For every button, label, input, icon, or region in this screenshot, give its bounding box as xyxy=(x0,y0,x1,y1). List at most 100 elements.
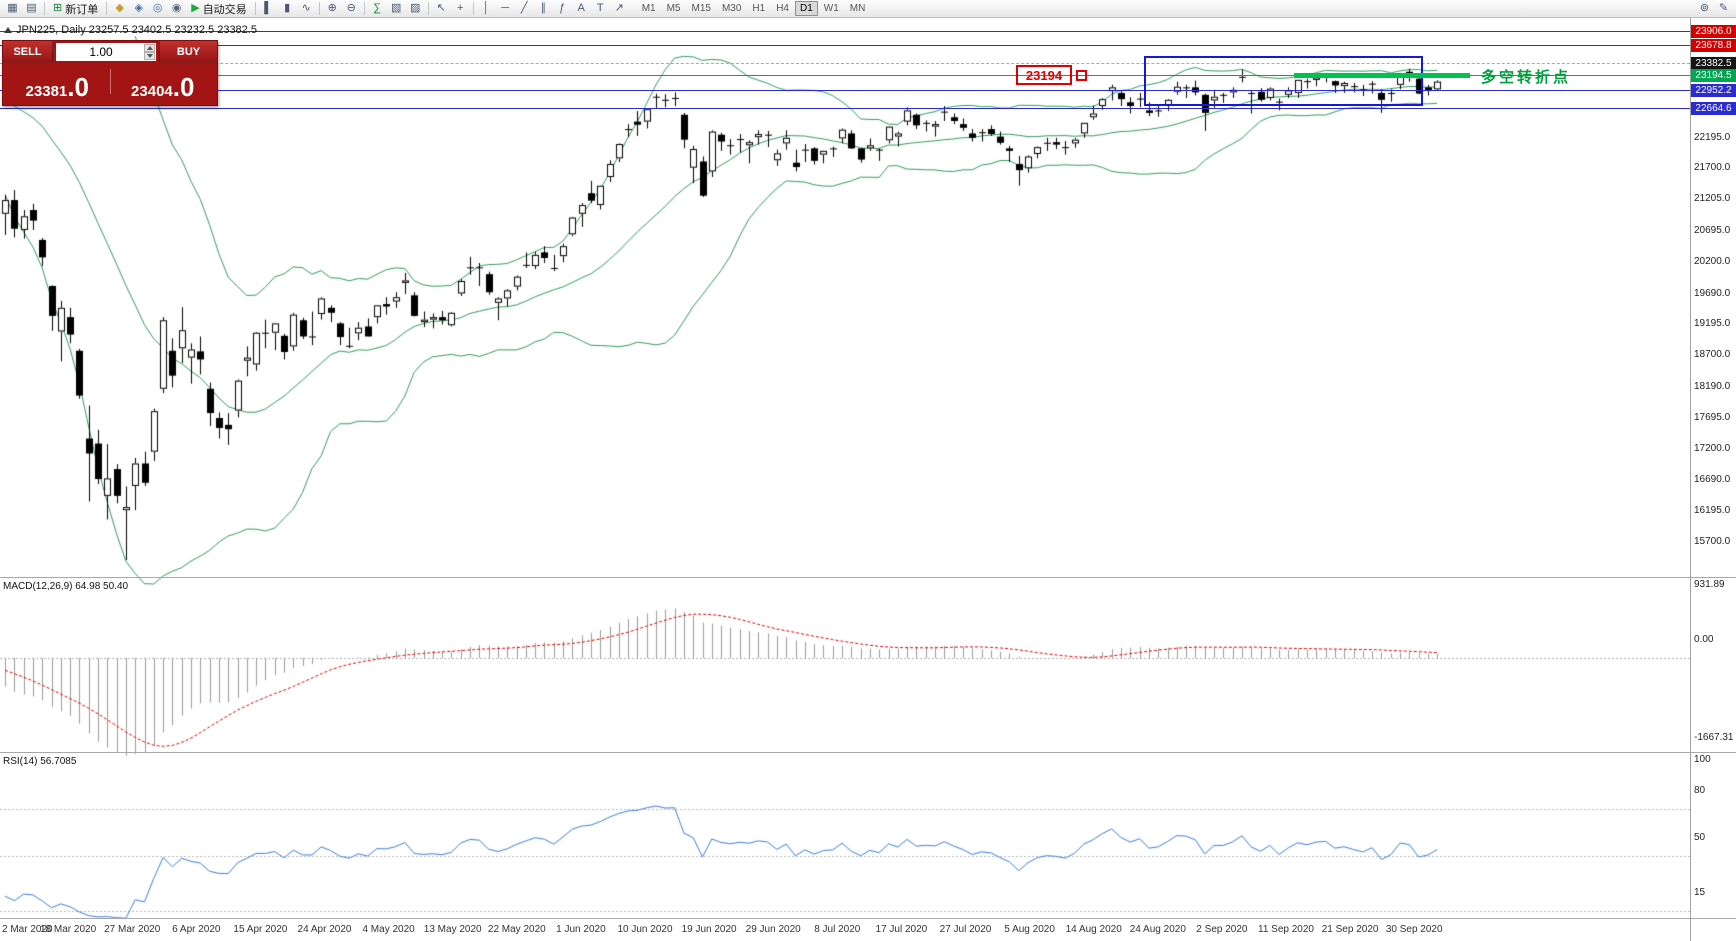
cursor-icon[interactable]: ↖ xyxy=(432,1,451,17)
buy-button[interactable]: BUY xyxy=(159,41,217,63)
templates-icon[interactable]: ▨ xyxy=(406,1,425,17)
line-chart-icon: ∿ xyxy=(301,2,311,14)
timeframe-m15[interactable]: M15 xyxy=(691,3,711,14)
arrows-icon: ↗ xyxy=(614,2,624,14)
vertical-line-icon[interactable]: │ xyxy=(477,1,496,17)
label-icon[interactable]: T xyxy=(591,1,610,17)
chart-canvas[interactable] xyxy=(0,36,1690,941)
profiles-icon[interactable]: ▤ xyxy=(22,1,41,17)
rsi-indicator-label: RSI(14) 56.7085 xyxy=(3,756,77,767)
consolidation-rectangle[interactable] xyxy=(1144,55,1424,107)
timeframe-d1[interactable]: D1 xyxy=(795,1,818,16)
trade-panel-prices: 23381 .0 23404 .0 xyxy=(3,63,217,105)
bar-chart-icon[interactable]: ▌ xyxy=(259,1,278,17)
pane-separator-macd[interactable] xyxy=(0,577,1736,578)
timeframe-h1[interactable]: H1 xyxy=(752,3,766,14)
chart-marker-icon xyxy=(4,27,12,33)
candlestick-chart-icon[interactable]: ▮ xyxy=(278,1,297,17)
toolbar-separator xyxy=(318,2,320,15)
price-scale-border xyxy=(1690,18,1691,941)
volume-increase-button[interactable] xyxy=(144,44,155,52)
autotrading-button[interactable]: ▶ 自动交易 xyxy=(186,1,251,17)
horizontal-line-icon: ─ xyxy=(501,2,510,14)
periods-icon[interactable]: ▧ xyxy=(387,1,406,17)
arrows-icon[interactable]: ↗ xyxy=(610,1,629,17)
templates-icon: ▨ xyxy=(409,2,421,14)
zoom-in-icon: ⊕ xyxy=(327,2,337,14)
timeframe-h4[interactable]: H4 xyxy=(776,3,789,14)
sell-button[interactable]: SELL xyxy=(3,41,53,63)
new-order-button[interactable]: ⊞ 新订单 xyxy=(48,1,103,17)
strategy-tester-icon[interactable]: ◉ xyxy=(167,1,186,17)
timeframe-m1[interactable]: M1 xyxy=(641,3,656,14)
line-chart-icon[interactable]: ∿ xyxy=(297,1,316,17)
quick-draw-icon: ✎ xyxy=(1718,2,1729,14)
turning-point-line[interactable] xyxy=(1293,72,1470,78)
crosshair-icon[interactable]: + xyxy=(451,1,470,17)
timeframe-mn[interactable]: MN xyxy=(849,3,866,14)
toolbar-separator xyxy=(254,2,256,15)
text-icon: A xyxy=(577,2,585,14)
vertical-line-icon: │ xyxy=(482,2,490,14)
volume-input[interactable] xyxy=(56,44,156,60)
zoom-out-icon[interactable]: ⊖ xyxy=(342,1,361,17)
price-tag-annotation[interactable]: 23194 xyxy=(1016,65,1072,86)
pane-separator-timescale xyxy=(0,918,1736,919)
volume-field xyxy=(56,43,156,61)
strategy-tester-icon: ◉ xyxy=(171,2,182,14)
timeframe-m30[interactable]: M30 xyxy=(721,3,742,14)
pane-separator-rsi[interactable] xyxy=(0,752,1736,753)
chart-window xyxy=(0,18,1736,941)
data-window-icon[interactable]: ◎ xyxy=(148,1,167,17)
new-chart-icon[interactable]: ▦ xyxy=(3,1,22,17)
search-icon[interactable]: ⊚ xyxy=(1695,1,1714,17)
price-divider xyxy=(109,69,111,94)
chart-ohlc-header: JPN225, Daily 23257.5 23402.5 23232.5 23… xyxy=(4,24,257,36)
zoom-out-icon: ⊖ xyxy=(346,2,356,14)
cursor-icon: ↖ xyxy=(436,2,446,14)
label-icon: T xyxy=(596,2,604,14)
timeframe-w1[interactable]: W1 xyxy=(823,3,839,14)
quick-draw-icon[interactable]: ✎ xyxy=(1714,1,1733,17)
crosshair-icon: + xyxy=(456,2,464,14)
channel-icon[interactable]: ∥ xyxy=(534,1,553,17)
zoom-in-icon[interactable]: ⊕ xyxy=(323,1,342,17)
expert-advisors-icon[interactable]: ◆ xyxy=(110,1,129,17)
toolbar-separator xyxy=(106,2,108,15)
timeframe-switcher: M1 M5 M15 M30 H1 H4 D1 W1 MN xyxy=(637,1,871,16)
indicators-icon: ∑ xyxy=(373,2,382,14)
fibonacci-icon[interactable]: ƒ xyxy=(553,1,572,17)
text-icon[interactable]: A xyxy=(572,1,591,17)
volume-spinner xyxy=(144,44,155,60)
channel-icon: ∥ xyxy=(540,2,546,14)
timeframe-m5[interactable]: M5 xyxy=(666,3,681,14)
turning-point-label[interactable]: 多空转折点 xyxy=(1481,69,1572,87)
trendline-icon[interactable]: ╱ xyxy=(515,1,534,17)
buy-price-dec: .0 xyxy=(172,72,195,102)
bar-chart-icon: ▌ xyxy=(264,2,273,14)
market-watch-icon: ◈ xyxy=(134,2,143,14)
fibonacci-icon: ƒ xyxy=(559,2,566,14)
new-chart-icon: ▦ xyxy=(7,2,18,14)
sell-price: 23381 .0 xyxy=(7,72,108,102)
sell-price-dec: .0 xyxy=(67,72,89,102)
new-order-icon: ⊞ xyxy=(53,2,63,14)
buy-price: 23404 .0 xyxy=(113,72,214,102)
sell-price-int: 23381 xyxy=(25,83,68,100)
periods-icon: ▧ xyxy=(390,2,402,14)
toolbar-separator xyxy=(44,2,45,15)
market-watch-icon[interactable]: ◈ xyxy=(129,1,148,17)
volume-decrease-button[interactable] xyxy=(144,52,155,60)
toolbar: ▦ ▤ ⊞ 新订单 ◆ ◈ ◎ ◉ ▶ 自动交易 ▌ ▮ ∿ ⊕ ⊖ ∑ ▧ ▨ ↖ + │ ─ ╱ ∥ ƒ A T ↗ M1 M5 M15… xyxy=(0,0,1736,18)
autotrading-button-label: 自动交易 xyxy=(202,3,247,16)
macd-indicator-label: MACD(12,26,9) 64.98 50.40 xyxy=(3,581,129,592)
new-order-button-label: 新订单 xyxy=(65,3,99,16)
candlestick-chart-icon: ▮ xyxy=(284,2,291,14)
toolbar-separator xyxy=(363,2,365,15)
toolbar-separator xyxy=(427,2,429,15)
indicators-icon[interactable]: ∑ xyxy=(368,1,387,17)
horizontal-line-icon[interactable]: ─ xyxy=(496,1,515,17)
trendline-icon: ╱ xyxy=(520,2,528,14)
price-tag-square[interactable] xyxy=(1076,70,1087,82)
one-click-trading-panel: SELL BUY 23381 .0 23404 .0 xyxy=(2,40,218,106)
